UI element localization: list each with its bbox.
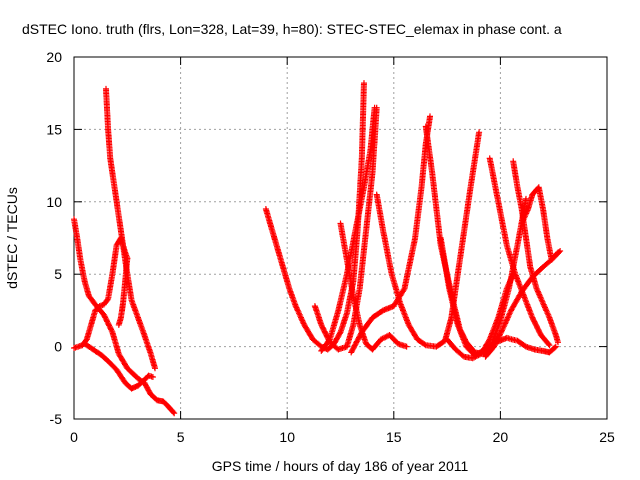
x-tick-label: 20 [493,429,509,445]
series-markers [510,158,561,346]
series-pass-I [318,104,378,354]
y-tick-label: 15 [46,121,62,137]
x-tick-label: 10 [279,429,295,445]
data-points [71,80,564,417]
chart-title: dSTEC Iono. truth (flrs, Lon=328, Lat=39… [22,21,562,37]
x-tick-label: 15 [386,429,402,445]
x-tick-label: 5 [177,429,185,445]
series-pass-N [510,158,561,346]
series-markers [318,104,378,354]
grid [74,57,607,419]
series-pass-R [444,271,517,362]
series-pass-O [518,184,561,263]
y-tick-label: 5 [54,266,62,282]
series-pass-E [115,255,131,328]
y-tick-label: 20 [46,49,62,65]
series-markers [444,271,517,362]
x-tick-labels: 0 5 10 15 20 25 [70,429,615,445]
series-markers [115,255,131,328]
plot-frame [73,56,608,420]
y-axis-label: dSTEC / TECUs [4,187,20,289]
x-axis-label: GPS time / hours of day 186 of year 2011 [212,458,469,474]
series-pass-D [81,340,156,392]
x-tick-label: 25 [599,429,615,445]
y-tick-label: 0 [54,339,62,355]
series-markers [81,340,156,392]
series-markers [518,184,561,263]
tick-marks [73,56,608,420]
y-tick-label: -5 [50,411,63,427]
y-tick-label: 10 [46,194,62,210]
series-markers [486,155,553,349]
x-tick-label: 0 [70,429,78,445]
y-tick-labels: -5 0 5 10 15 20 [46,49,62,427]
series-pass-Q [486,155,553,349]
